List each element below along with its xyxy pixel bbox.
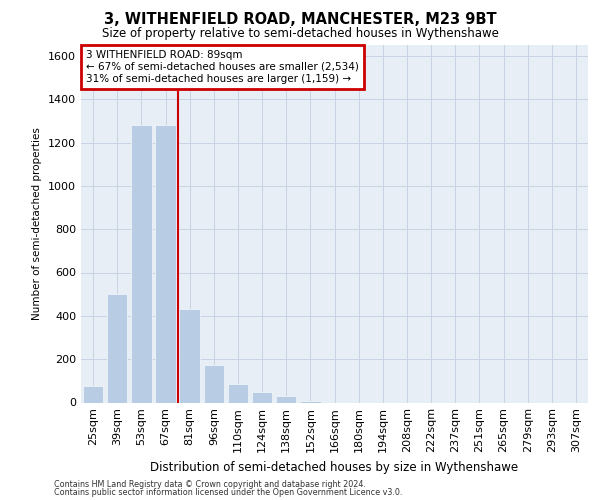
Text: 3 WITHENFIELD ROAD: 89sqm
← 67% of semi-detached houses are smaller (2,534)
31% : 3 WITHENFIELD ROAD: 89sqm ← 67% of semi-… (86, 50, 359, 84)
Bar (179, 310, 200, 402)
Text: Contains public sector information licensed under the Open Government Licence v3: Contains public sector information licen… (54, 488, 403, 497)
Bar (203, 364, 224, 403)
Bar (155, 125, 176, 402)
Text: Contains HM Land Registry data © Crown copyright and database right 2024.: Contains HM Land Registry data © Crown c… (54, 480, 366, 489)
Text: Size of property relative to semi-detached houses in Wythenshawe: Size of property relative to semi-detach… (101, 28, 499, 40)
Bar (252, 392, 272, 402)
Bar (227, 384, 248, 402)
Text: 3, WITHENFIELD ROAD, MANCHESTER, M23 9BT: 3, WITHENFIELD ROAD, MANCHESTER, M23 9BT (104, 12, 496, 28)
Y-axis label: Number of semi-detached properties: Number of semi-detached properties (32, 128, 43, 320)
Bar (276, 396, 296, 402)
X-axis label: Distribution of semi-detached houses by size in Wythenshawe: Distribution of semi-detached houses by … (151, 461, 518, 474)
Bar (107, 294, 127, 403)
Bar (131, 125, 152, 402)
Bar (83, 386, 103, 402)
